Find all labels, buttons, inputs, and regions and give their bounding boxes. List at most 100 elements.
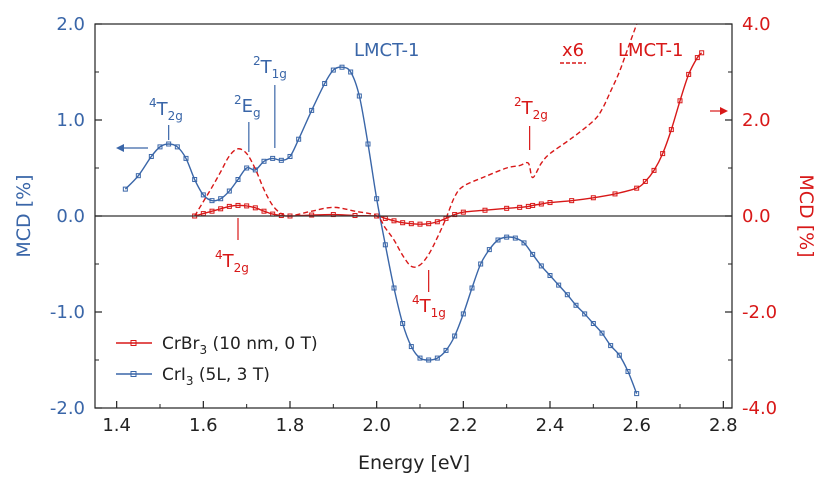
annotations-layer: 4T2g 2Eg 2T1g LMCT-1 4T2g 4T1g 2T2g x6 LMCT-1 (116, 40, 728, 320)
data-point (538, 263, 544, 269)
data-point (218, 206, 224, 212)
data-point (174, 144, 180, 150)
y-left-axis-title: MCD [%] (13, 174, 35, 257)
data-point (573, 302, 579, 308)
data-point (365, 141, 371, 147)
annotation-4t1g: 4T1g (412, 293, 446, 320)
data-point (634, 185, 640, 191)
data-point (391, 285, 397, 291)
data-point (504, 234, 510, 240)
data-point (261, 208, 267, 214)
data-point (408, 344, 414, 350)
annotation-2eg: 2Eg (234, 93, 261, 120)
axes-layer: 1.4 1.6 1.8 2.0 2.2 2.4 2.6 2.8 -2.0 -1.0 0.0 1.0 2.… (50, 14, 777, 436)
annotation-2t1g: 2T1g (253, 54, 287, 81)
legend-label-cri3: CrI3 (5L, 3 T) (162, 365, 270, 388)
y-right-tick-label: 2.0 (742, 110, 771, 131)
legend-entry-crbr3 (116, 340, 152, 346)
data-point (530, 251, 536, 257)
data-point (261, 158, 267, 164)
data-point (521, 240, 527, 246)
data-point (400, 220, 406, 226)
x-tick-label: 2.2 (449, 415, 478, 436)
legend-swatch-marker (130, 371, 137, 377)
data-point (556, 282, 562, 288)
x-tick-label: 1.4 (102, 415, 131, 436)
data-point (625, 369, 631, 375)
data-point (460, 209, 466, 215)
data-point (244, 203, 250, 209)
data-point (599, 330, 605, 336)
left-axis-arrow-icon (116, 144, 148, 152)
data-point (478, 261, 484, 267)
annotation-4t2g-crbr3: 4T2g (215, 248, 249, 275)
y-left-tick-label: 2.0 (56, 14, 85, 35)
data-point (469, 285, 475, 291)
annotation-x6: x6 (562, 40, 584, 61)
legend-swatch-marker (130, 340, 137, 346)
series-crbr3-x6-line (194, 24, 638, 268)
data-point (287, 153, 293, 159)
data-point (504, 205, 510, 211)
data-point (122, 186, 128, 192)
y-right-axis-title: MCD [%] (795, 174, 817, 257)
data-point (148, 153, 154, 159)
data-point (200, 192, 206, 198)
data-point (517, 204, 523, 210)
data-point (547, 273, 553, 279)
data-point (296, 136, 302, 142)
data-point (135, 173, 141, 179)
annotation-4t2g-cri3: 4T2g (149, 96, 183, 123)
data-point (374, 196, 380, 202)
data-point (460, 311, 466, 317)
data-point (278, 157, 284, 163)
data-point (642, 178, 648, 184)
x-tick-label: 2.6 (622, 415, 651, 436)
data-point (417, 355, 423, 361)
y-right-tick-label: -4.0 (742, 398, 777, 419)
data-point (218, 196, 224, 202)
data-point (382, 242, 388, 248)
data-point (417, 221, 423, 227)
data-point (183, 155, 189, 161)
data-point (651, 167, 657, 173)
annotation-lmct1-crbr3: LMCT-1 (618, 40, 683, 61)
data-point (400, 321, 406, 327)
data-point (699, 50, 705, 56)
x-tick-label: 1.6 (189, 415, 218, 436)
data-point (252, 205, 258, 211)
data-point (482, 207, 488, 213)
y-left-tick-label: 1.0 (56, 110, 85, 131)
legend-label-crbr3: CrBr3 (10 nm, 0 T) (162, 334, 318, 357)
data-point (452, 333, 458, 339)
series-crbr3 (192, 50, 705, 227)
x-axis-title: Energy [eV] (358, 452, 470, 474)
y-left-tick-label: 0.0 (56, 206, 85, 227)
data-point (391, 218, 397, 224)
x-tick-label: 1.8 (276, 415, 305, 436)
data-point (677, 98, 683, 104)
data-point (226, 188, 232, 194)
y-left-tick-label: -2.0 (50, 398, 85, 419)
data-point (686, 71, 692, 77)
data-point (634, 391, 640, 397)
data-point (590, 321, 596, 327)
data-point (660, 151, 666, 157)
data-point (443, 347, 449, 353)
data-point (209, 208, 215, 214)
data-point (434, 355, 440, 361)
y-right-tick-label: -2.0 (742, 302, 777, 323)
data-point (590, 195, 596, 201)
series-crbr3-x6 (194, 24, 638, 268)
data-point (226, 203, 232, 209)
x-tick-label: 2.8 (709, 415, 738, 436)
data-point (330, 67, 336, 73)
data-point (235, 177, 241, 183)
series-cri3 (122, 64, 640, 397)
annotation-lmct1-cri3: LMCT-1 (354, 40, 419, 61)
data-point (322, 81, 328, 87)
data-point (582, 311, 588, 317)
data-point (668, 127, 674, 133)
data-point (616, 352, 622, 358)
